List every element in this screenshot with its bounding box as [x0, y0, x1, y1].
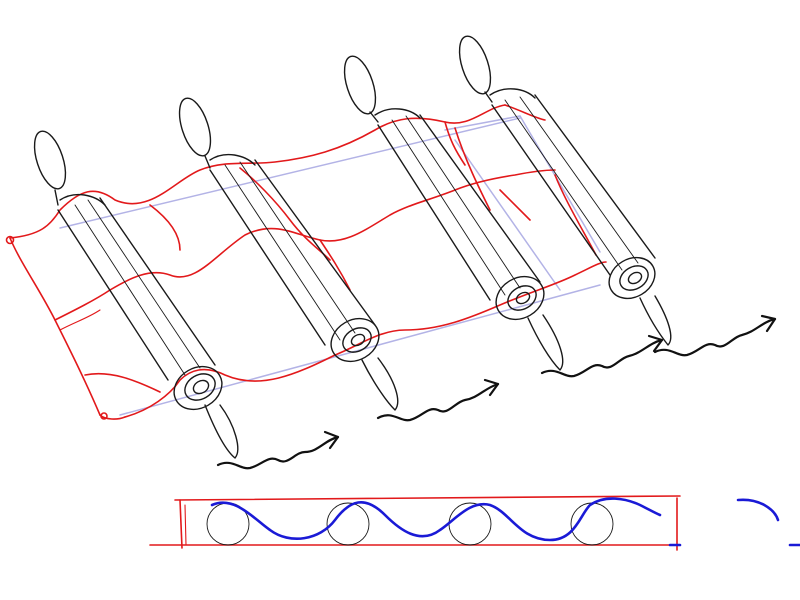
motion-arrow-1: [216, 430, 340, 470]
guide-lines: [59, 115, 601, 416]
motion-arrow-3: [540, 334, 664, 378]
motion-arrow-2: [376, 378, 500, 422]
roller-2: [178, 97, 399, 411]
cloth-sheet: [5, 104, 607, 420]
cross-section-wave: [210, 497, 800, 547]
motion-arrow-4: [653, 314, 777, 357]
roller-1: [33, 130, 239, 459]
roller-4: [458, 35, 672, 346]
roller-3: [343, 55, 564, 371]
